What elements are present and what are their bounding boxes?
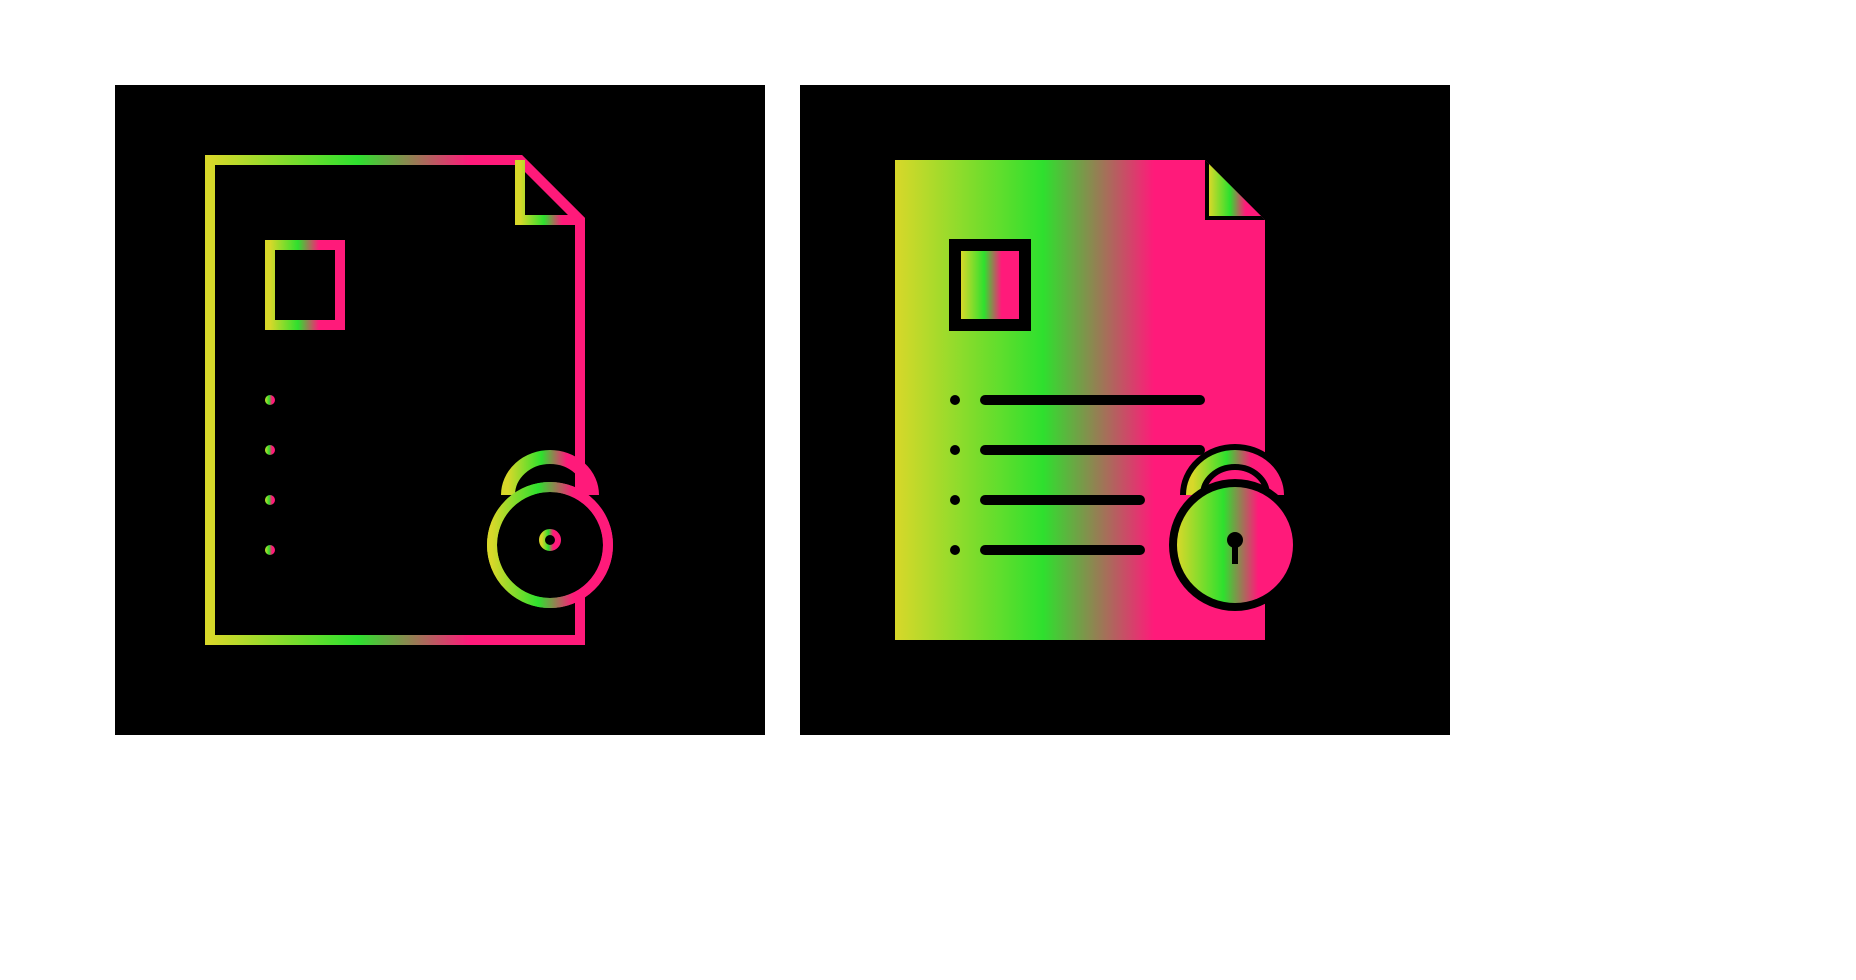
icon-tile-filled bbox=[800, 85, 1450, 735]
icon-tile-outline bbox=[115, 85, 765, 735]
bullet-2 bbox=[265, 495, 275, 505]
bullet-0 bbox=[265, 395, 275, 405]
stage bbox=[0, 0, 1856, 980]
bullet-2 bbox=[950, 495, 960, 505]
document-fold-fill bbox=[1209, 164, 1261, 216]
bullet-1 bbox=[950, 445, 960, 455]
bullet-3 bbox=[265, 545, 275, 555]
locked-document-filled-icon bbox=[800, 85, 1450, 735]
locked-document-outline-icon bbox=[115, 85, 765, 735]
thumbnail-box bbox=[270, 245, 340, 325]
thumbnail-fill bbox=[961, 251, 1019, 319]
bullet-3 bbox=[950, 545, 960, 555]
bullet-0 bbox=[950, 395, 960, 405]
bullet-1 bbox=[265, 445, 275, 455]
